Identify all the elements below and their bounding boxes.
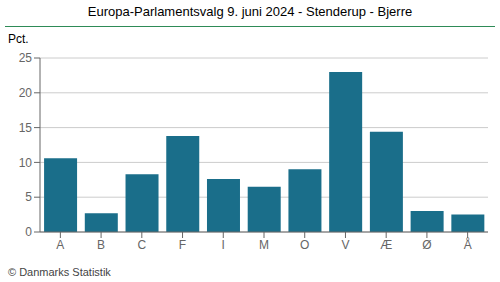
svg-text:V: V bbox=[341, 238, 349, 252]
svg-text:5: 5 bbox=[25, 190, 32, 204]
svg-text:25: 25 bbox=[19, 51, 33, 65]
svg-text:10: 10 bbox=[19, 156, 33, 170]
svg-text:15: 15 bbox=[19, 121, 33, 135]
svg-text:Å: Å bbox=[464, 237, 472, 252]
svg-text:F: F bbox=[179, 238, 186, 252]
svg-text:O: O bbox=[300, 238, 309, 252]
svg-text:C: C bbox=[137, 238, 146, 252]
svg-text:A: A bbox=[56, 238, 64, 252]
html-text:Pct.: Pct. bbox=[8, 32, 29, 46]
svg-text:I: I bbox=[222, 238, 225, 252]
html-text:Europa-Parlamentsvalg 9. juni: Europa-Parlamentsvalg 9. juni 2024 - Ste… bbox=[87, 4, 413, 19]
svg-text:B: B bbox=[97, 238, 105, 252]
svg-text:M: M bbox=[259, 238, 269, 252]
svg-text:0: 0 bbox=[25, 225, 32, 239]
svg-text:20: 20 bbox=[19, 86, 33, 100]
html-text:© Danmarks Statistik: © Danmarks Statistik bbox=[8, 266, 111, 278]
svg-text:Ø: Ø bbox=[422, 238, 431, 252]
svg-text:Æ: Æ bbox=[380, 238, 392, 252]
